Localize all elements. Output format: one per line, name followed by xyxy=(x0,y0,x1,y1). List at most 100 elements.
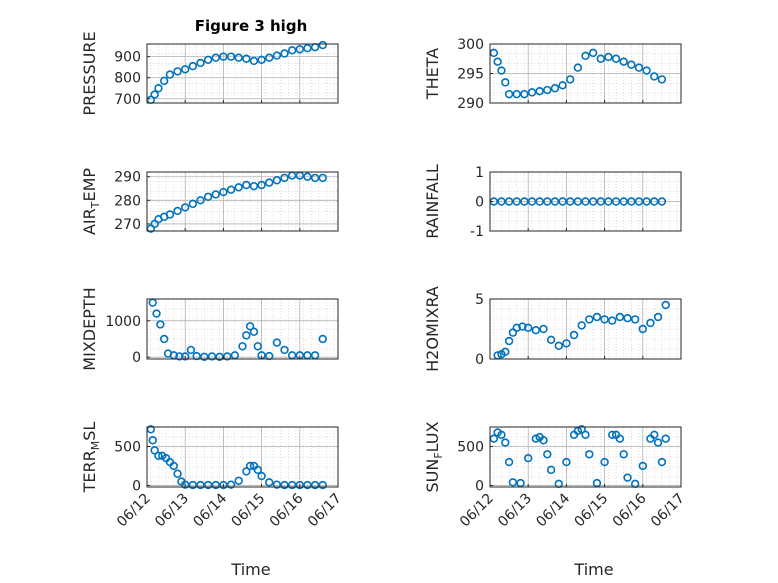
data-point xyxy=(634,197,644,206)
data-point xyxy=(558,81,567,90)
data-point xyxy=(219,480,228,490)
data-point xyxy=(196,58,205,68)
data-point xyxy=(203,55,213,65)
y-tick-label: 800 xyxy=(114,71,141,87)
data-point xyxy=(573,63,583,72)
data-point xyxy=(623,314,632,323)
axes-box xyxy=(489,426,682,488)
data-point xyxy=(581,430,590,439)
y-axis-label: H2OMIXRA xyxy=(423,286,442,372)
data-point xyxy=(501,78,510,87)
data-point xyxy=(211,190,220,199)
major-grid xyxy=(147,172,338,231)
data-point xyxy=(527,88,537,97)
data-point xyxy=(257,471,266,481)
data-point xyxy=(518,322,527,331)
data-point xyxy=(318,480,327,490)
y-tick-label: -1 xyxy=(470,224,484,240)
data-point xyxy=(165,210,175,219)
data-point xyxy=(512,323,521,332)
data-point xyxy=(634,63,644,72)
data-point xyxy=(523,323,533,332)
data-point xyxy=(159,76,169,86)
data-point xyxy=(592,312,602,322)
minor-grid xyxy=(147,299,338,359)
data-point xyxy=(596,197,605,206)
data-point xyxy=(543,450,552,459)
data-point xyxy=(295,480,304,490)
y-tick-label: 295 xyxy=(457,67,484,83)
data-point xyxy=(242,54,251,63)
data-series xyxy=(489,48,667,99)
y-tick-label: 270 xyxy=(114,217,141,233)
data-point xyxy=(173,469,182,478)
data-point xyxy=(203,480,213,490)
data-point xyxy=(242,467,251,476)
data-point xyxy=(272,51,282,60)
data-series xyxy=(489,197,667,206)
data-point xyxy=(318,334,327,344)
y-tick-label: 1000 xyxy=(105,314,141,330)
data-point xyxy=(638,461,647,471)
data-point xyxy=(238,342,247,351)
data-point xyxy=(604,52,613,62)
data-point xyxy=(577,425,586,434)
data-point xyxy=(566,75,575,84)
y-tick-label: 700 xyxy=(114,92,141,108)
data-point xyxy=(493,57,502,66)
data-point xyxy=(608,316,617,325)
axes-box xyxy=(146,298,339,360)
data-point xyxy=(585,315,594,324)
major-grid xyxy=(490,427,681,487)
data-point xyxy=(600,315,609,324)
axes-box xyxy=(146,426,339,488)
data-point xyxy=(152,309,161,318)
subplot-theta: 290 295 300 THETA xyxy=(423,37,682,112)
data-point xyxy=(497,430,506,439)
data-point xyxy=(181,352,190,361)
data-series xyxy=(146,425,327,490)
data-point xyxy=(186,345,196,355)
data-point xyxy=(196,480,205,490)
data-point xyxy=(242,331,251,340)
data-point xyxy=(608,430,617,439)
data-point xyxy=(257,55,266,65)
y-tick-label: 280 xyxy=(114,193,141,209)
data-point xyxy=(642,197,651,206)
y-tick-label: 900 xyxy=(114,50,141,66)
y-axis-label: RAINFALL xyxy=(423,164,442,239)
data-point xyxy=(535,197,544,206)
data-point xyxy=(504,197,514,206)
data-point xyxy=(627,197,636,206)
data-point xyxy=(154,84,163,93)
data-point xyxy=(562,339,571,348)
data-point xyxy=(249,327,259,336)
data-point xyxy=(566,197,575,206)
data-point xyxy=(249,56,259,66)
data-series xyxy=(146,40,327,105)
data-point xyxy=(280,173,289,183)
minor-grid xyxy=(147,172,338,231)
y-tick-label: 0 xyxy=(132,478,141,494)
data-series xyxy=(493,300,670,360)
data-point xyxy=(520,197,529,206)
data-point xyxy=(627,60,636,69)
data-point xyxy=(272,338,282,347)
data-point xyxy=(504,336,514,346)
y-tick-label: 290 xyxy=(457,96,484,112)
data-point xyxy=(550,84,560,93)
data-point xyxy=(630,315,640,324)
axes-box xyxy=(146,171,339,232)
data-point xyxy=(543,85,552,95)
data-point xyxy=(287,480,297,490)
axes-box xyxy=(146,43,339,104)
data-point xyxy=(219,52,228,61)
data-point xyxy=(596,54,605,63)
major-grid xyxy=(147,427,338,487)
data-point xyxy=(657,75,667,84)
data-point xyxy=(569,330,579,340)
data-point xyxy=(661,300,670,310)
data-point xyxy=(501,347,510,356)
data-point xyxy=(181,65,190,74)
data-point xyxy=(265,478,274,487)
